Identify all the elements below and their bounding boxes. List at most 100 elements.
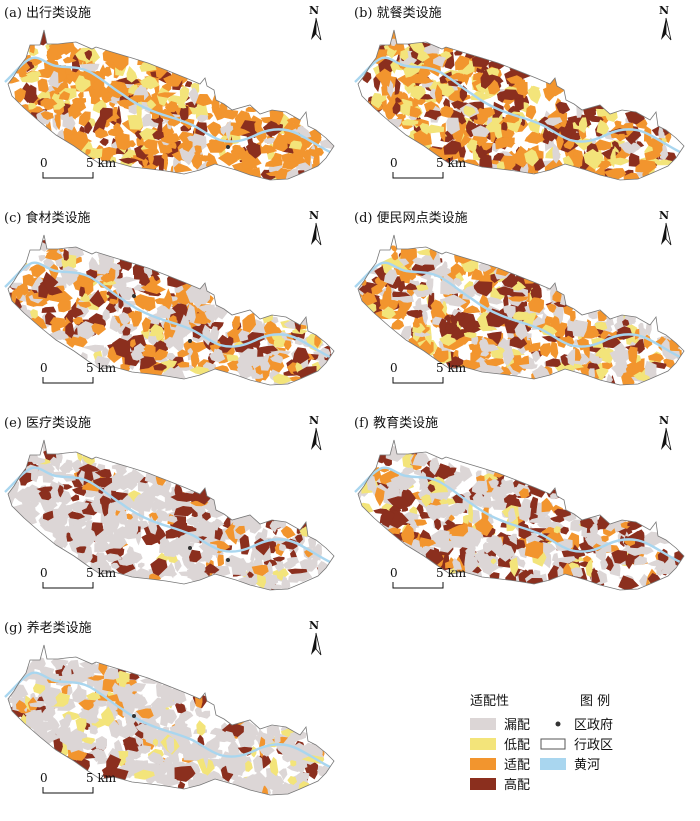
grid-cell-missing [174, 716, 186, 732]
grid-cell-suitable [419, 134, 431, 145]
scale-end: 5 km [436, 156, 467, 170]
grid-cell-suitable [100, 273, 115, 283]
grid-cell-missing [23, 486, 32, 494]
grid-cell-low [509, 557, 519, 577]
grid-cell-suitable [170, 141, 177, 149]
grid-cell-missing [542, 516, 553, 528]
grid-cell-high [118, 157, 140, 164]
grid-cell-missing [452, 558, 462, 570]
grid-cell-suitable [517, 81, 528, 99]
district-government-dot [226, 145, 230, 149]
grid-cell-suitable [281, 153, 300, 162]
grid-cell-low [595, 347, 614, 359]
scale-end: 5 km [86, 771, 117, 785]
grid-cell-suitable [648, 353, 664, 362]
grid-cell-suitable [615, 133, 626, 142]
grid-cell-missing [464, 535, 477, 551]
scale-end: 5 km [86, 361, 117, 375]
grid-cell-suitable [114, 133, 131, 151]
grid-cell-suitable [44, 252, 63, 261]
grid-cell-missing [263, 137, 278, 145]
grid-cell-low [152, 738, 159, 747]
grid-cell-high [65, 322, 75, 339]
grid-cell-suitable [412, 319, 420, 328]
grid-cell-missing [132, 521, 139, 535]
grid-cell-low [177, 95, 187, 109]
grid-cell-suitable [143, 344, 156, 354]
grid-cell-suitable [524, 540, 544, 559]
north-arrow-icon: N [306, 619, 326, 661]
grid-cell-suitable [503, 101, 511, 112]
grid-cell-missing [429, 456, 440, 476]
yellow-river [354, 466, 681, 564]
grid-cell-missing [488, 478, 499, 489]
grid-cell-missing [637, 546, 654, 555]
grid-cell-missing [127, 469, 145, 483]
grid-cell-low [374, 95, 387, 103]
scale-end: 5 km [86, 156, 117, 170]
grid-cell-missing [479, 344, 499, 353]
grid-cell-suitable [541, 497, 554, 513]
grid-cell-suitable [142, 139, 158, 152]
grid-cell-missing [647, 559, 667, 567]
grid-cell-high [188, 549, 202, 563]
grid-cell-high [591, 567, 601, 584]
grid-cell-missing [30, 457, 46, 465]
grid-cell-suitable [390, 318, 405, 330]
grid-cell-missing [57, 500, 68, 520]
grid-cell-missing [238, 574, 258, 585]
grid-cell-suitable [141, 317, 151, 333]
grid-cell-missing [297, 757, 305, 775]
grid-cell-low [32, 683, 46, 695]
panel-title: (b) 就餐类设施 [354, 6, 442, 21]
scale-bar: 0 5 km [40, 156, 116, 186]
grid-cell-missing [135, 531, 142, 546]
grid-cell-low [485, 120, 502, 133]
grid-cell-suitable [409, 105, 422, 118]
grid-cell-missing [138, 562, 145, 569]
grid-cell-high [530, 286, 542, 298]
scale-bar: 0 5 km [390, 566, 466, 596]
grid-cell-low [381, 306, 396, 320]
grid-cell-low [100, 706, 115, 727]
yellow-river [354, 261, 681, 359]
outline-icon [540, 738, 566, 749]
grid-cell-missing [70, 501, 90, 512]
grid-cell-suitable [397, 73, 417, 87]
admin-boundary [357, 234, 685, 386]
legend-symbol-label: 黄河 [574, 758, 601, 773]
grid-cell-high [580, 517, 595, 529]
grid-cell-missing [167, 562, 176, 579]
grid-cell-missing [62, 116, 76, 131]
grid-cell-low [416, 48, 430, 62]
grid-cell-missing [160, 709, 178, 724]
grid-cell-missing [101, 514, 118, 528]
grid-cell-high [84, 49, 93, 61]
grid-cell-missing [222, 730, 236, 743]
north-arrow-icon: N [306, 4, 326, 46]
grid-cell-missing [296, 772, 310, 782]
scale-start: 0 [40, 361, 48, 375]
grid-cell-high [545, 358, 561, 368]
grid-cell-suitable [140, 282, 166, 295]
grid-cell-high [555, 101, 571, 115]
grid-cell-high [501, 121, 508, 131]
map-panel-c: (c) 食材类设施 N 0 5 km [0, 205, 350, 410]
legend-class-label: 适配 [504, 758, 531, 773]
grid-cell-suitable [70, 105, 81, 120]
north-label: N [309, 414, 320, 427]
grid-cell-missing [386, 481, 402, 489]
yellow-river [4, 261, 331, 359]
scale-bar: 0 5 km [40, 361, 116, 391]
grid-cell-missing [633, 555, 647, 566]
grid-cell-high [245, 141, 262, 159]
grid-cell-missing [508, 508, 517, 523]
grid-cell-suitable [528, 132, 545, 144]
scale-bar: 0 5 km [390, 156, 466, 186]
grid-cell-suitable [451, 523, 469, 537]
grid-cell-missing [284, 167, 299, 180]
grid-cell-high [395, 97, 402, 103]
grid-cell-suitable [495, 138, 516, 150]
legend-suitability-title: 适配性 [470, 694, 510, 709]
grid-cell-missing [209, 352, 226, 363]
